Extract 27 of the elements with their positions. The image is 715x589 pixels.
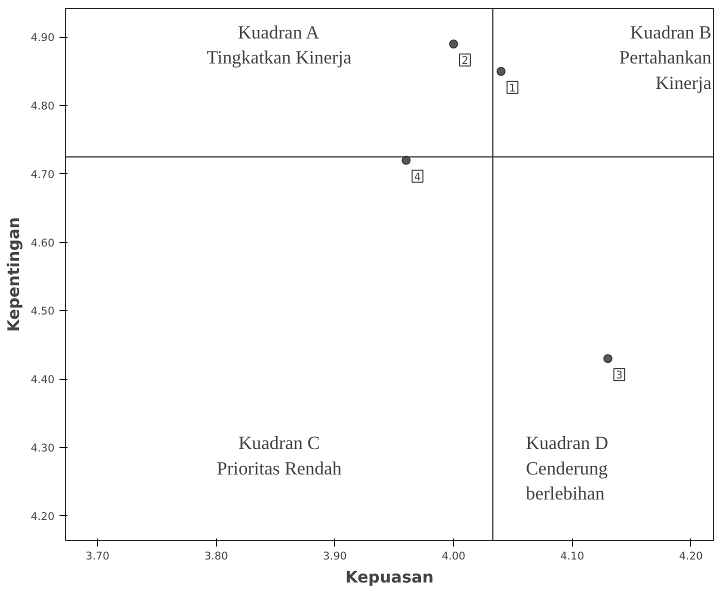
annotation: 4 (414, 170, 422, 184)
annotation: Kuadran D Cenderung berlebihan (526, 433, 608, 504)
y-tick-label: 4.90 (30, 31, 55, 44)
x-axis-title: Kepuasan (345, 568, 434, 586)
y-tick-label: 4.50 (30, 304, 55, 318)
y-tick-label: 4.70 (30, 168, 55, 181)
annotation: 2 (462, 54, 468, 68)
annotation: Kuadran B Pertahankan Kinerja (619, 22, 712, 94)
x-tick-label: 3.90 (323, 550, 347, 562)
annotation: 3 (616, 368, 623, 382)
annotation: Kuadran A Tingkatkan Kinerja (206, 22, 352, 69)
annotation: Kuadran C Prioritas Rendah (216, 433, 342, 480)
x-tick-label: 3.70 (86, 550, 110, 562)
x-tick-label: 4.00 (442, 550, 466, 562)
y-tick-label: 4.20 (30, 510, 55, 523)
y-tick-label: 4.30 (30, 442, 55, 455)
x-tick-label: 4.10 (560, 550, 584, 562)
x-tick-label: 3.80 (204, 550, 228, 562)
point (496, 66, 506, 76)
x-tick-label: 4.20 (679, 550, 704, 562)
y-tick-label: 4.40 (30, 373, 55, 386)
annotation: 1 (509, 81, 516, 94)
y-tick-label: 4.80 (30, 100, 55, 113)
y-axis-title: Kepentingan (4, 217, 23, 332)
y-tick-label: 4.60 (30, 236, 55, 250)
point (603, 354, 612, 364)
point (449, 40, 458, 49)
